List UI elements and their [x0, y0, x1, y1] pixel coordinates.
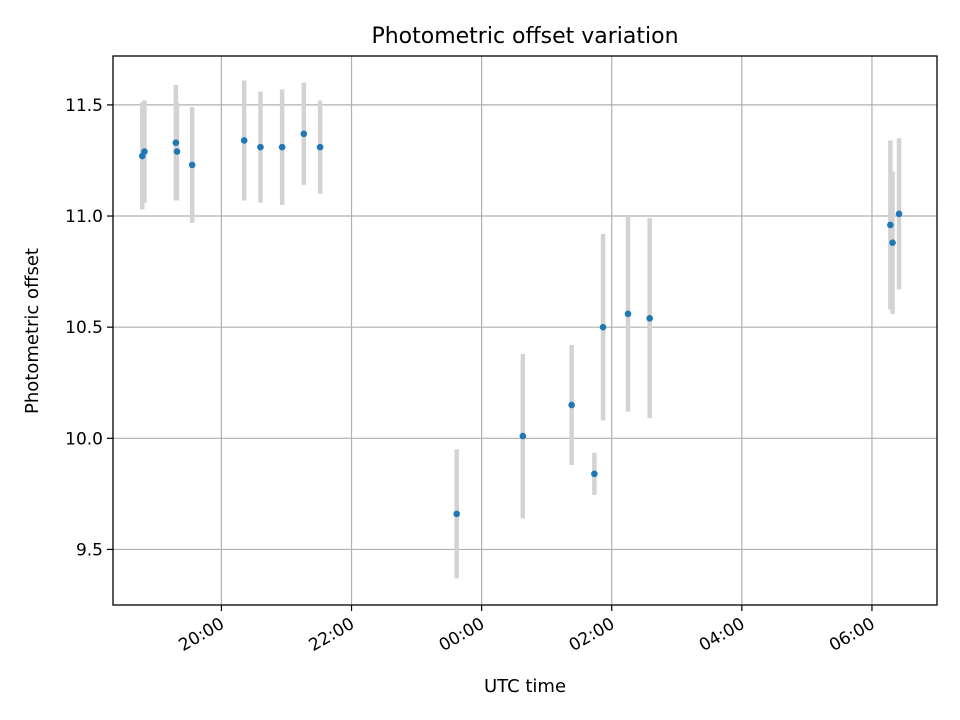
x-axis-label: UTC time: [484, 676, 566, 697]
data-point: [568, 401, 575, 409]
x-tick-label: 00:00: [436, 614, 488, 656]
x-tick-label: 22:00: [306, 614, 358, 656]
x-tick-label: 02:00: [566, 614, 618, 656]
errorbar-layer: [140, 80, 902, 579]
data-point: [173, 148, 181, 155]
data-point: [889, 239, 896, 247]
data-point: [624, 310, 632, 318]
x-tick-label: 04:00: [696, 614, 748, 656]
data-point: [240, 137, 248, 144]
data-point: [257, 143, 264, 151]
x-tick-label: 20:00: [175, 614, 227, 656]
data-point: [599, 323, 607, 331]
y-tick-label: 11.5: [65, 96, 103, 116]
y-tick-label: 9.5: [76, 540, 103, 560]
data-point: [646, 314, 653, 322]
data-point: [172, 139, 180, 146]
data-point: [591, 470, 598, 478]
x-tick-label: 06:00: [826, 614, 878, 656]
data-point: [453, 510, 460, 518]
data-point: [895, 210, 903, 218]
data-point: [887, 221, 894, 229]
y-tick-label: 11.0: [65, 207, 103, 227]
data-point: [188, 161, 196, 169]
grid-layer: [113, 56, 937, 605]
y-axis-ticks: 9.5 10.0 10.5 11.0 11.5: [65, 96, 113, 560]
x-axis-ticks: 20:00 22:00 00:00 02:00 04:00 06:00: [175, 605, 878, 656]
data-point: [300, 130, 308, 138]
plot-frame: [112, 55, 938, 606]
chart-title: Photometric offset variation: [371, 24, 678, 49]
point-layer: [138, 130, 903, 518]
y-tick-label: 10.5: [65, 318, 103, 338]
y-tick-label: 10.0: [65, 429, 103, 449]
data-point: [278, 143, 286, 151]
data-point: [316, 143, 324, 151]
y-axis-label: Photometric offset: [22, 248, 43, 414]
data-point: [519, 432, 527, 440]
data-point: [141, 148, 148, 155]
